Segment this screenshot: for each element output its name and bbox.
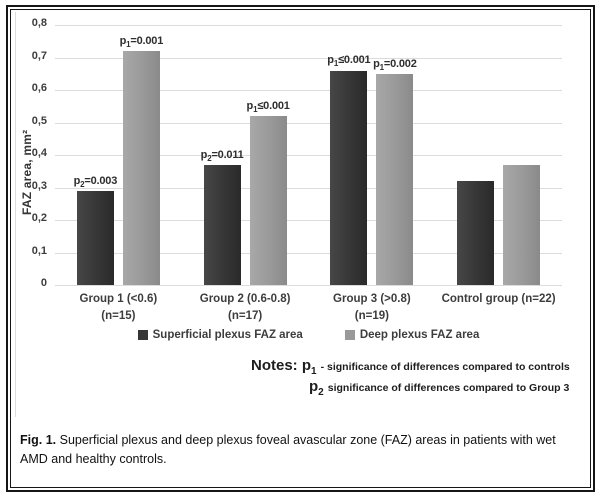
- y-tick-label: 0: [40, 277, 47, 289]
- x-category-label: Control group (n=22): [435, 291, 562, 326]
- figure-caption-label: Fig. 1.: [20, 433, 57, 447]
- legend-swatch-icon: [344, 330, 355, 340]
- x-category-line1: Group 3 (>0.8): [333, 293, 411, 305]
- gridline: [55, 285, 562, 286]
- plot-area: p2=0.003 p1=0.001 p2=0.011 p1≤0.001 p1≤0.001…: [55, 25, 562, 286]
- bar-group: p2=0.003 p1=0.001: [55, 25, 182, 285]
- p-value-label: p1=0.002: [373, 57, 417, 72]
- bar-group: p1≤0.001 p1=0.002: [309, 25, 436, 285]
- bar-superficial: [203, 164, 241, 285]
- figure-caption-text: Superficial plexus and deep plexus fovea…: [20, 433, 556, 466]
- gridline: [55, 187, 562, 189]
- p-value-label: p1≤0.001: [246, 99, 290, 114]
- p-value-label: p1=0.001: [119, 34, 164, 49]
- note-2-symbol: p2: [309, 378, 324, 398]
- bar-with-label: [457, 181, 495, 285]
- gridline: [55, 252, 562, 254]
- chart-notes: Notes: p1- significance of differences c…: [251, 357, 570, 398]
- bar-deep: [122, 51, 160, 285]
- note-line-1: Notes: p1- significance of differences c…: [251, 357, 570, 377]
- p-value-label: p2=0.003: [73, 174, 118, 189]
- p-value-label: p1≤0.001: [327, 54, 371, 69]
- legend-label: Superficial plexus FAZ area: [152, 329, 303, 341]
- bar-deep: [249, 116, 287, 285]
- note-1-text: - significance of differences compared t…: [320, 361, 570, 373]
- y-tick-label: 0,1: [31, 244, 47, 257]
- x-category-label: Group 3 (>0.8) (n=19): [309, 291, 436, 326]
- legend-item: Superficial plexus FAZ area: [137, 329, 303, 341]
- note-1-symbol: Notes: p1: [251, 357, 317, 377]
- figure-frame-inner: FAZ area, mm² 0 0,1 0,2 0,3 0,4 0,5 0,6 0,7 0,8 …: [10, 9, 591, 488]
- bar-deep: [503, 164, 541, 285]
- figure-frame: FAZ area, mm² 0 0,1 0,2 0,3 0,4 0,5 0,6 0,7 0,8 …: [6, 5, 595, 492]
- x-category-label: Group 1 (<0.6) (n=15): [55, 291, 182, 326]
- bar-group: p2=0.011 p1≤0.001: [182, 25, 309, 285]
- bar-with-label: [503, 164, 541, 285]
- chart-legend: Superficial plexus FAZ area Deep plexus F…: [55, 329, 562, 341]
- x-category-line1: Group 1 (<0.6): [79, 293, 158, 305]
- bar-groups: p2=0.003 p1=0.001 p2=0.011 p1≤0.001 p1≤0.001…: [55, 25, 562, 285]
- gridline: [55, 57, 562, 59]
- y-tick-label: 0,3: [31, 179, 47, 192]
- faz-bar-chart: FAZ area, mm² 0 0,1 0,2 0,3 0,4 0,5 0,6 0,7 0,8 …: [11, 10, 590, 422]
- p-value-label: p2=0.011: [200, 148, 244, 163]
- y-tick-label: 0,4: [31, 147, 47, 159]
- x-category-line1: Group 2 (0.6-0.8): [199, 293, 291, 305]
- bar-with-label: p1≤0.001: [246, 99, 290, 285]
- gridline: [55, 122, 562, 124]
- bar-deep: [376, 73, 414, 285]
- y-tick-label: 0,7: [31, 49, 47, 62]
- x-axis-category-labels: Group 1 (<0.6) (n=15) Group 2 (0.6-0.8) (n=…: [55, 291, 562, 326]
- x-category-line1: Control group (n=22): [441, 293, 556, 305]
- legend-item: Deep plexus FAZ area: [344, 329, 480, 341]
- y-tick-label: 0,5: [31, 114, 47, 127]
- gridline: [55, 90, 562, 91]
- y-tick-label: 0,2: [31, 212, 47, 224]
- bar-with-label: p1=0.001: [120, 35, 163, 285]
- bar-with-label: p1=0.002: [373, 58, 417, 285]
- x-category-line2: (n=17): [228, 310, 263, 323]
- x-category-line2: (n=19): [354, 310, 389, 323]
- bar-superficial: [457, 181, 495, 285]
- bar-superficial: [330, 70, 368, 285]
- figure-caption: Fig. 1. Superficial plexus and deep plex…: [20, 431, 584, 469]
- bar-with-label: p2=0.003: [74, 175, 117, 285]
- legend-swatch-icon: [137, 330, 148, 340]
- note-2-text: significance of differences compared to …: [327, 382, 570, 394]
- bar-with-label: p1≤0.001: [327, 54, 371, 285]
- bar-with-label: p2=0.011: [200, 148, 244, 285]
- y-tick-label: 0,6: [31, 82, 47, 94]
- chart-image-left-edge: [15, 12, 16, 417]
- x-category-label: Group 2 (0.6-0.8) (n=17): [182, 291, 309, 326]
- note-line-2: p2 significance of differences compared t…: [309, 378, 570, 398]
- gridline: [55, 25, 562, 26]
- legend-label: Deep plexus FAZ area: [359, 329, 480, 341]
- bar-superficial: [76, 190, 114, 285]
- gridline: [55, 155, 562, 156]
- gridline: [55, 220, 562, 221]
- x-category-line2: (n=15): [101, 310, 136, 323]
- bar-group: [435, 25, 562, 285]
- y-tick-label: 0,8: [31, 17, 47, 29]
